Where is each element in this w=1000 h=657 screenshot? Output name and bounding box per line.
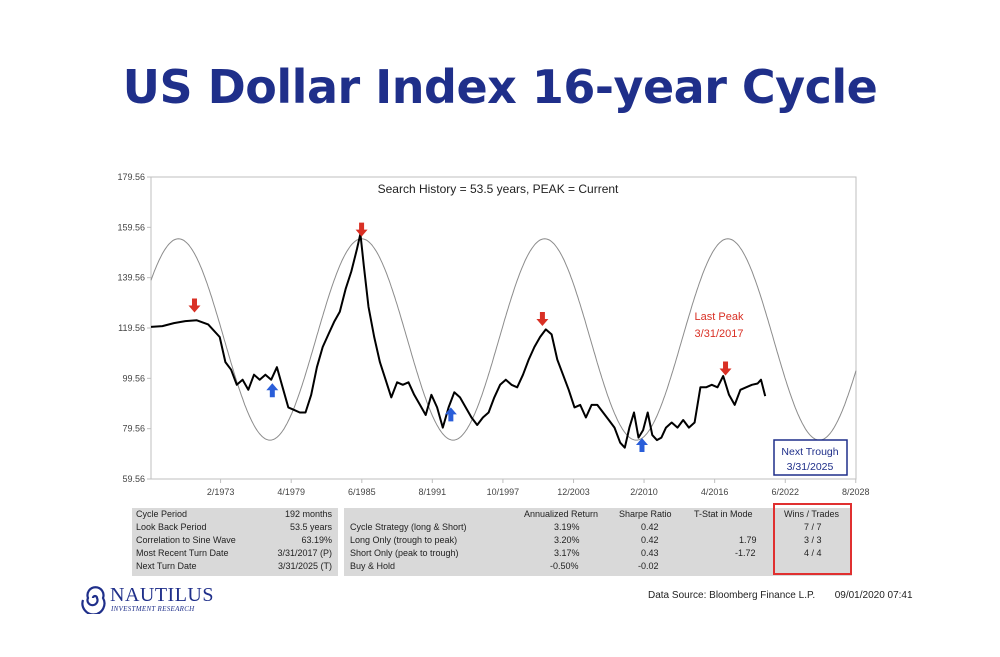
chart-title: Search History = 53.5 years, PEAK = Curr… bbox=[378, 182, 619, 196]
strategy-return: -0.50% bbox=[550, 561, 579, 571]
stat-value: 3/31/2017 (P) bbox=[277, 548, 332, 558]
stat-label: Next Turn Date bbox=[136, 561, 197, 571]
strategy-row: Cycle Strategy (long & Short) 3.19% 0.42… bbox=[344, 521, 852, 534]
strategy-label: Long Only (trough to peak) bbox=[350, 535, 458, 545]
peak-arrow-icon bbox=[536, 311, 549, 326]
strategy-label: Buy & Hold bbox=[350, 561, 396, 571]
y-tick-label: 59.56 bbox=[122, 474, 145, 484]
cycle-stats-panel: Cycle Period 192 months Look Back Period… bbox=[132, 508, 338, 576]
next-trough-box bbox=[773, 439, 848, 476]
stat-value: 192 months bbox=[284, 509, 332, 519]
strategy-row: Buy & Hold -0.50% -0.02 bbox=[344, 560, 852, 573]
strategy-label: Cycle Strategy (long & Short) bbox=[350, 522, 467, 532]
x-tick-label: 4/1979 bbox=[277, 487, 305, 497]
y-tick-label: 79.56 bbox=[122, 424, 145, 434]
stat-label: Look Back Period bbox=[136, 522, 207, 532]
strategy-sharpe: 0.43 bbox=[641, 548, 659, 558]
stat-label: Cycle Period bbox=[136, 509, 188, 519]
trough-arrow-icon bbox=[635, 437, 648, 452]
trough-arrow-icon bbox=[266, 383, 279, 398]
stat-row: Look Back Period 53.5 years bbox=[132, 521, 338, 534]
trough-arrow-icon bbox=[444, 407, 457, 422]
dollar-index-line bbox=[150, 232, 767, 449]
data-source-text: Data Source: Bloomberg Finance L.P. bbox=[648, 590, 816, 601]
strategy-return: 3.19% bbox=[554, 522, 580, 532]
x-tick-label: 6/1985 bbox=[348, 487, 376, 497]
strategy-return: 3.17% bbox=[554, 548, 580, 558]
x-tick-label: 12/2003 bbox=[557, 487, 590, 497]
strategy-sharpe: 0.42 bbox=[641, 535, 659, 545]
stat-row: Next Turn Date 3/31/2025 (T) bbox=[132, 560, 338, 573]
x-tick-label: 4/2016 bbox=[701, 487, 729, 497]
x-tick-label: 10/1997 bbox=[487, 487, 520, 497]
y-tick-label: 119.56 bbox=[118, 323, 145, 333]
dollar-index-chart: Search History = 53.5 years, PEAK = Curr… bbox=[117, 172, 870, 497]
y-tick-label: 139.56 bbox=[117, 273, 145, 283]
logo-subtitle: INVESTMENT RESEARCH bbox=[111, 605, 195, 613]
next-trough-label-line2: 3/31/2025 bbox=[787, 461, 834, 473]
strategy-wins: 3 / 3 bbox=[804, 535, 822, 545]
strategy-tstat: 1.79 bbox=[739, 535, 757, 545]
y-tick-label: 179.56 bbox=[117, 172, 145, 182]
data-source-footer: Data Source: Bloomberg Finance L.P. 09/0… bbox=[648, 590, 913, 601]
strategy-wins: 4 / 4 bbox=[804, 548, 822, 558]
stat-label: Correlation to Sine Wave bbox=[136, 535, 236, 545]
strategy-wins: 7 / 7 bbox=[804, 522, 822, 532]
strategy-row: Long Only (trough to peak) 3.20% 0.42 1.… bbox=[344, 534, 852, 547]
page-title: US Dollar Index 16-year Cycle bbox=[122, 60, 878, 114]
strategy-row: Short Only (peak to trough) 3.17% 0.43 -… bbox=[344, 547, 852, 560]
peak-arrow-icon bbox=[355, 222, 368, 237]
nautilus-logo: NAUTILUS INVESTMENT RESEARCH bbox=[80, 582, 260, 616]
stat-value: 53.5 years bbox=[289, 522, 332, 532]
header-annualized-return: Annualized Return bbox=[524, 509, 599, 519]
wins-trades-highlight-box bbox=[773, 503, 852, 575]
sine-wave-line bbox=[150, 238, 857, 441]
y-tick-label: 159.56 bbox=[117, 222, 145, 232]
peak-arrow-icon bbox=[188, 298, 201, 313]
strategy-tstat: -1.72 bbox=[735, 548, 756, 558]
peak-arrow-icon bbox=[719, 361, 732, 376]
timestamp-text: 09/01/2020 07:41 bbox=[834, 590, 913, 601]
stat-value: 3/31/2025 (T) bbox=[277, 561, 332, 571]
x-tick-label: 8/2028 bbox=[842, 487, 870, 497]
stat-label: Most Recent Turn Date bbox=[136, 548, 229, 558]
x-tick-label: 8/1991 bbox=[419, 487, 447, 497]
x-tick-label: 6/2022 bbox=[772, 487, 800, 497]
strategy-label: Short Only (peak to trough) bbox=[350, 548, 459, 558]
x-tick-label: 2/1973 bbox=[207, 487, 235, 497]
stat-row: Correlation to Sine Wave 63.19% bbox=[132, 534, 338, 547]
stat-value: 63.19% bbox=[301, 535, 332, 545]
nautilus-shell-icon bbox=[81, 586, 106, 614]
stats-header-row: Annualized Return Sharpe Ratio T-Stat in… bbox=[344, 508, 852, 521]
next-trough-label-line1: Next Trough bbox=[781, 446, 838, 458]
stat-row: Cycle Period 192 months bbox=[132, 508, 338, 521]
header-sharpe-ratio: Sharpe Ratio bbox=[619, 509, 672, 519]
strategy-return: 3.20% bbox=[554, 535, 580, 545]
strategy-sharpe: 0.42 bbox=[641, 522, 659, 532]
x-tick-label: 2/2010 bbox=[630, 487, 658, 497]
last-peak-label-line2: 3/31/2017 bbox=[695, 328, 744, 340]
strategy-sharpe: -0.02 bbox=[638, 561, 659, 571]
plot-area bbox=[150, 176, 857, 480]
stat-row: Most Recent Turn Date 3/31/2017 (P) bbox=[132, 547, 338, 560]
strategy-stats-panel: Annualized Return Sharpe Ratio T-Stat in… bbox=[344, 508, 852, 576]
logo-name: NAUTILUS bbox=[110, 584, 214, 606]
header-tstat: T-Stat in Mode bbox=[694, 509, 753, 519]
y-tick-label: 99.56 bbox=[122, 373, 145, 383]
header-wins-trades: Wins / Trades bbox=[784, 509, 840, 519]
last-peak-label-line1: Last Peak bbox=[695, 311, 744, 323]
